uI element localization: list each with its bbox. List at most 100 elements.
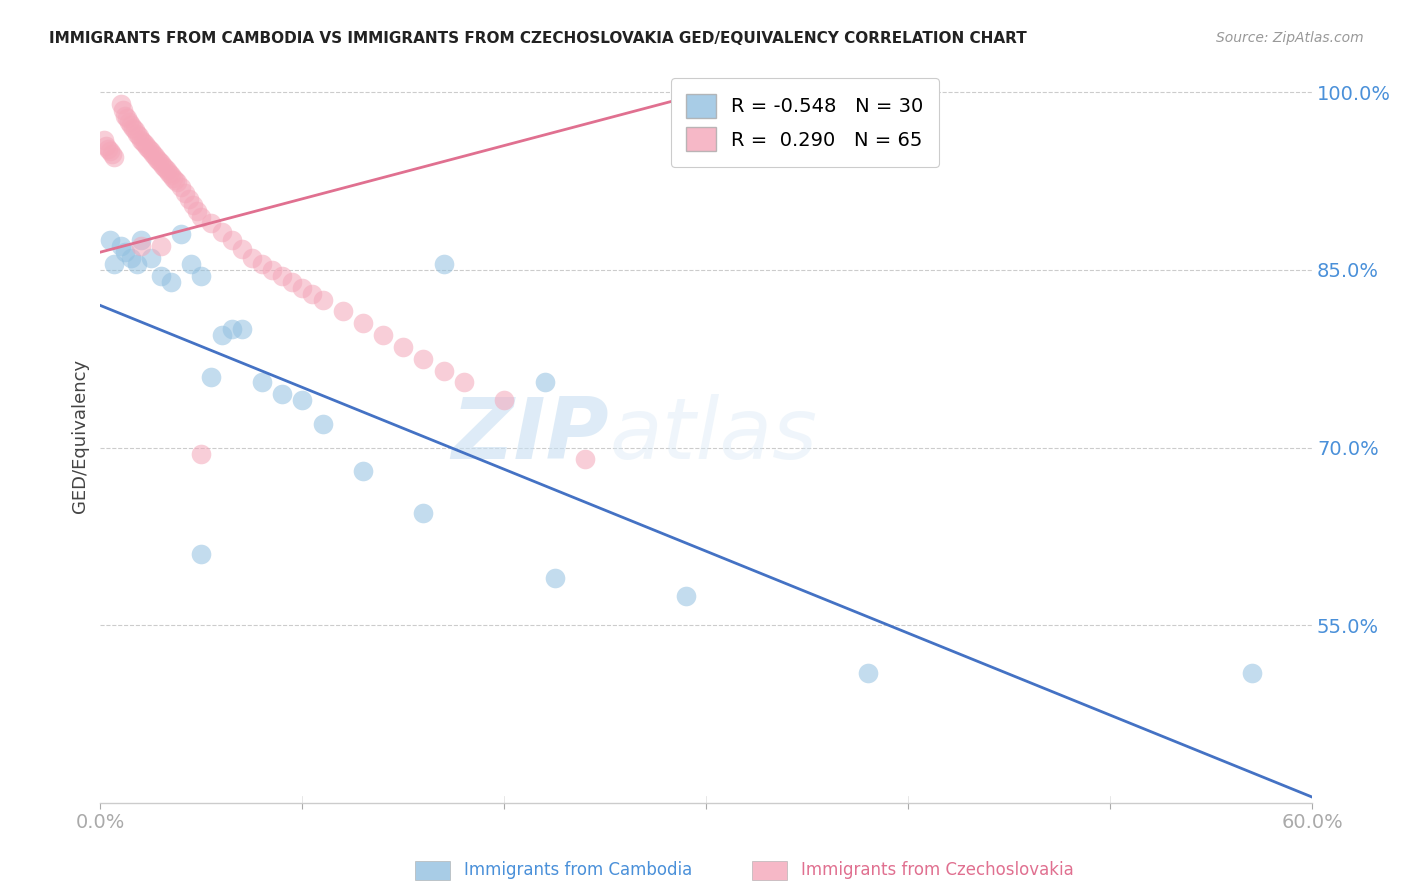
Point	[148, 153, 170, 168]
Point	[132, 135, 155, 149]
Legend: R = -0.548   N = 30, R =  0.290   N = 65: R = -0.548 N = 30, R = 0.290 N = 65	[671, 78, 939, 167]
Point	[412, 506, 434, 520]
Text: Immigrants from Czechoslovakia: Immigrants from Czechoslovakia	[801, 861, 1074, 879]
Point	[291, 393, 314, 408]
Point	[260, 263, 283, 277]
Point	[180, 257, 202, 271]
Point	[124, 123, 146, 137]
Point	[125, 127, 148, 141]
Point	[174, 186, 197, 200]
Point	[117, 115, 139, 129]
Point	[100, 145, 122, 159]
Point	[97, 142, 120, 156]
Point	[142, 146, 165, 161]
Text: Source: ZipAtlas.com: Source: ZipAtlas.com	[1216, 31, 1364, 45]
Point	[371, 328, 394, 343]
Point	[160, 275, 183, 289]
Point	[152, 159, 174, 173]
Text: ZIP: ZIP	[451, 394, 609, 477]
Point	[129, 239, 152, 253]
Point	[143, 149, 166, 163]
Point	[96, 138, 118, 153]
Point	[110, 97, 132, 112]
Text: IMMIGRANTS FROM CAMBODIA VS IMMIGRANTS FROM CZECHOSLOVAKIA GED/EQUIVALENCY CORRE: IMMIGRANTS FROM CAMBODIA VS IMMIGRANTS F…	[49, 31, 1026, 46]
Point	[291, 281, 314, 295]
Point	[134, 137, 156, 152]
Point	[1240, 665, 1263, 680]
Point	[211, 225, 233, 239]
Point	[311, 417, 333, 431]
Text: Immigrants from Cambodia: Immigrants from Cambodia	[464, 861, 692, 879]
Point	[170, 227, 193, 242]
Point	[114, 245, 136, 260]
Point	[221, 322, 243, 336]
Point	[200, 369, 222, 384]
Point	[181, 198, 204, 212]
Point	[129, 233, 152, 247]
Point	[352, 316, 374, 330]
Point	[412, 351, 434, 366]
Point	[165, 173, 187, 187]
Point	[162, 170, 184, 185]
Text: atlas: atlas	[609, 394, 817, 477]
Point	[200, 215, 222, 229]
Point	[149, 156, 172, 170]
Point	[149, 239, 172, 253]
Point	[574, 452, 596, 467]
Point	[103, 150, 125, 164]
Point	[250, 376, 273, 390]
Point	[101, 146, 124, 161]
Point	[271, 268, 294, 283]
Point	[110, 239, 132, 253]
Point	[120, 119, 142, 133]
Point	[271, 387, 294, 401]
Point	[170, 180, 193, 194]
Point	[221, 233, 243, 247]
Point	[186, 203, 208, 218]
Point	[157, 166, 180, 180]
Point	[138, 142, 160, 156]
Point	[100, 233, 122, 247]
Point	[166, 175, 188, 189]
Point	[135, 139, 157, 153]
Point	[190, 210, 212, 224]
Point	[156, 163, 179, 178]
Point	[111, 103, 134, 117]
Point	[311, 293, 333, 307]
Point	[115, 112, 138, 126]
Point	[332, 304, 354, 318]
Point	[149, 268, 172, 283]
Point	[856, 665, 879, 680]
Point	[190, 547, 212, 561]
Point	[120, 251, 142, 265]
Point	[129, 132, 152, 146]
Point	[190, 268, 212, 283]
Point	[544, 571, 567, 585]
Point	[93, 132, 115, 146]
Point	[453, 376, 475, 390]
Point	[114, 109, 136, 123]
Point	[190, 446, 212, 460]
Point	[125, 257, 148, 271]
Point	[281, 275, 304, 289]
Point	[160, 168, 183, 182]
Point	[392, 340, 415, 354]
Point	[146, 152, 169, 166]
Point	[301, 286, 323, 301]
Point	[250, 257, 273, 271]
Point	[179, 192, 201, 206]
Point	[352, 464, 374, 478]
Point	[211, 328, 233, 343]
Point	[433, 257, 456, 271]
Point	[494, 393, 516, 408]
Point	[139, 145, 162, 159]
Point	[231, 322, 253, 336]
Point	[128, 129, 150, 144]
Point	[121, 120, 143, 135]
Point	[103, 257, 125, 271]
Point	[153, 161, 176, 175]
Point	[139, 251, 162, 265]
Point	[675, 589, 697, 603]
Point	[240, 251, 263, 265]
Point	[433, 363, 456, 377]
